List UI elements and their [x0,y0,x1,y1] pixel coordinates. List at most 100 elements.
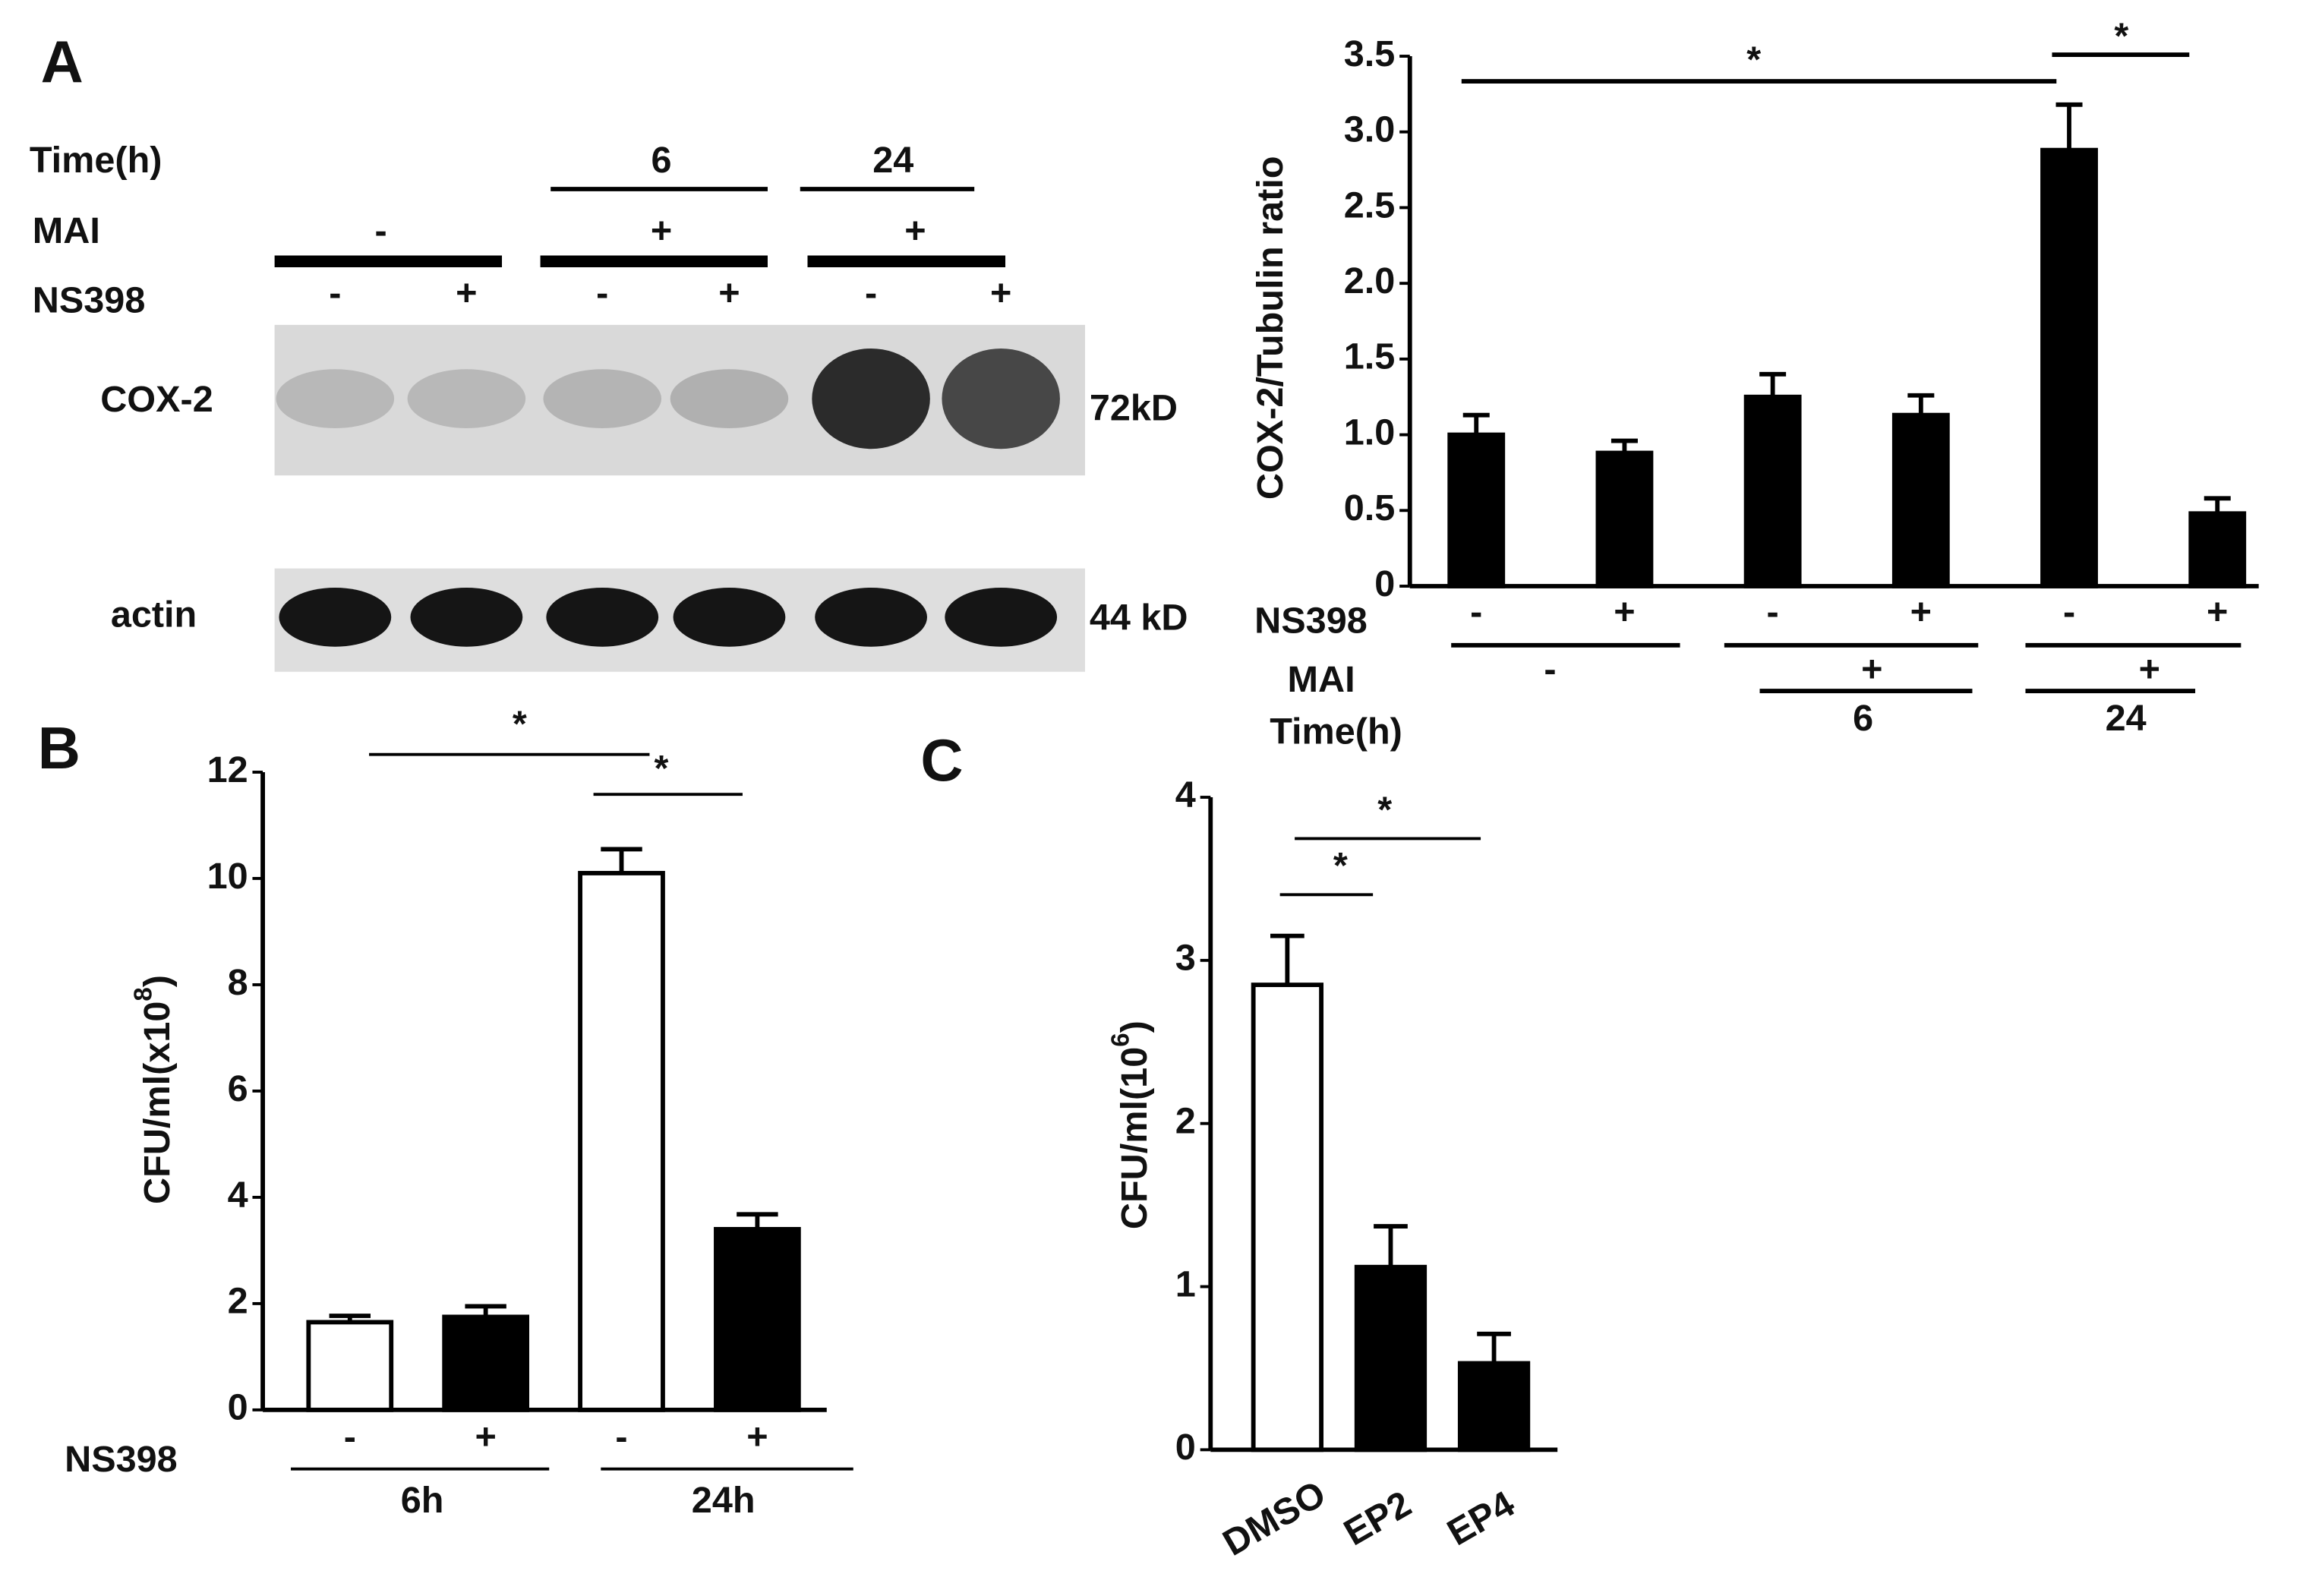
significance-star: * [2114,16,2128,57]
y-tick-label: 3.5 [1344,33,1396,74]
x-tick-label: + [1910,591,1932,632]
mai-sign: + [651,210,672,251]
band [670,369,789,428]
x-tick-label: DMSO [1216,1473,1333,1564]
bar [1447,432,1506,588]
y-axis-label: CFU/ml(x108) [129,975,178,1204]
band-label: actin [111,595,197,636]
lane-sign: + [456,273,477,314]
lane-sign: - [596,273,608,314]
x-tick-label: + [2207,591,2228,632]
row-label: Time(h) [30,140,162,181]
y-axis-label: COX-2/Tubulin ratio [1250,156,1291,500]
y-axis-label-text: ) [1114,1020,1155,1033]
significance-star: * [1746,39,1761,80]
y-tick-label: 2.0 [1344,260,1396,301]
y-axis-label-text: ) [137,975,178,987]
x-tick-label: + [475,1417,496,1458]
y-tick-label: 4 [228,1175,248,1216]
mai-sign: - [375,210,387,251]
band [673,587,786,647]
x-axis-label: NS398 [1254,600,1368,641]
time-label: 24 [872,140,913,181]
panel-label: A [41,30,84,95]
mai-sign: + [904,210,926,251]
lane-sign: - [865,273,877,314]
x-tick-label: + [746,1417,768,1458]
band-size: 44 kD [1090,598,1188,639]
time-label: 6 [1853,698,1873,739]
row-label: Time(h) [1270,711,1402,752]
band [812,348,930,449]
significance-star: * [1333,845,1348,886]
y-tick-label: 3.0 [1344,109,1396,150]
band [407,369,526,428]
y-tick-label: 2 [1175,1101,1196,1142]
lane-sign: + [990,273,1011,314]
group-label: 6h [401,1480,444,1521]
bar [578,871,665,1412]
bar [2040,147,2098,588]
significance-star: * [513,704,527,745]
bar [1354,1264,1428,1452]
bar [1595,450,1654,588]
band [543,369,662,428]
time-label: 6 [651,140,671,181]
y-tick-label: 8 [228,962,248,1003]
x-tick-label: - [344,1417,356,1458]
mai-sign: + [1861,649,1882,690]
x-axis-label: NS398 [65,1439,178,1480]
x-tick-label: - [2063,591,2075,632]
y-axis-label-sup: 8 [129,987,157,1001]
mai-sign: + [2139,649,2160,690]
bar [1457,1361,1531,1452]
y-axis-label-text: COX-2/Tubulin ratio [1250,156,1291,500]
time-label: 24 [2106,698,2147,739]
significance-star: * [655,748,669,789]
lane-sign: - [329,273,341,314]
y-tick-label: 6 [228,1068,248,1109]
bar [2188,511,2247,588]
bar [306,1320,394,1412]
band [546,587,659,647]
y-tick-label: 4 [1175,774,1196,815]
lane-sign: + [718,273,740,314]
significance-star: * [1377,789,1392,830]
band [410,587,523,647]
bar [1891,412,1950,588]
x-tick-label: EP2 [1337,1484,1418,1554]
y-tick-label: 1 [1175,1263,1196,1304]
band [276,369,395,428]
row-label: MAI [1288,659,1355,700]
band-size: 72kD [1090,387,1178,428]
y-tick-label: 0 [1374,563,1395,604]
y-tick-label: 0 [1175,1427,1196,1468]
x-tick-label: + [1614,591,1635,632]
x-tick-label: EP4 [1440,1484,1522,1554]
y-tick-label: 1.5 [1344,336,1396,377]
y-tick-label: 1.0 [1344,412,1396,453]
y-axis-label: CFU/ml(106) [1106,1020,1155,1229]
band-label: COX-2 [100,379,213,420]
mai-sign: - [1544,649,1556,690]
bar [1251,983,1324,1452]
band [942,348,1060,449]
y-tick-label: 2 [228,1281,248,1322]
y-axis-label-text: CFU/ml(10 [1114,1047,1155,1229]
bar [714,1226,801,1412]
x-tick-label: - [1767,591,1779,632]
band [279,587,392,647]
y-tick-label: 12 [207,749,248,790]
y-tick-label: 10 [207,856,248,897]
y-axis-label-text: CFU/ml(x10 [137,1001,178,1204]
y-tick-label: 3 [1175,938,1196,979]
group-label: 24h [692,1480,756,1521]
y-tick-label: 2.5 [1344,185,1396,226]
x-tick-label: - [1470,591,1482,632]
y-tick-label: 0.5 [1344,487,1396,528]
panel-label: B [38,716,80,781]
row-label: NS398 [33,280,146,321]
bar [442,1314,530,1412]
bar [1743,394,1802,588]
